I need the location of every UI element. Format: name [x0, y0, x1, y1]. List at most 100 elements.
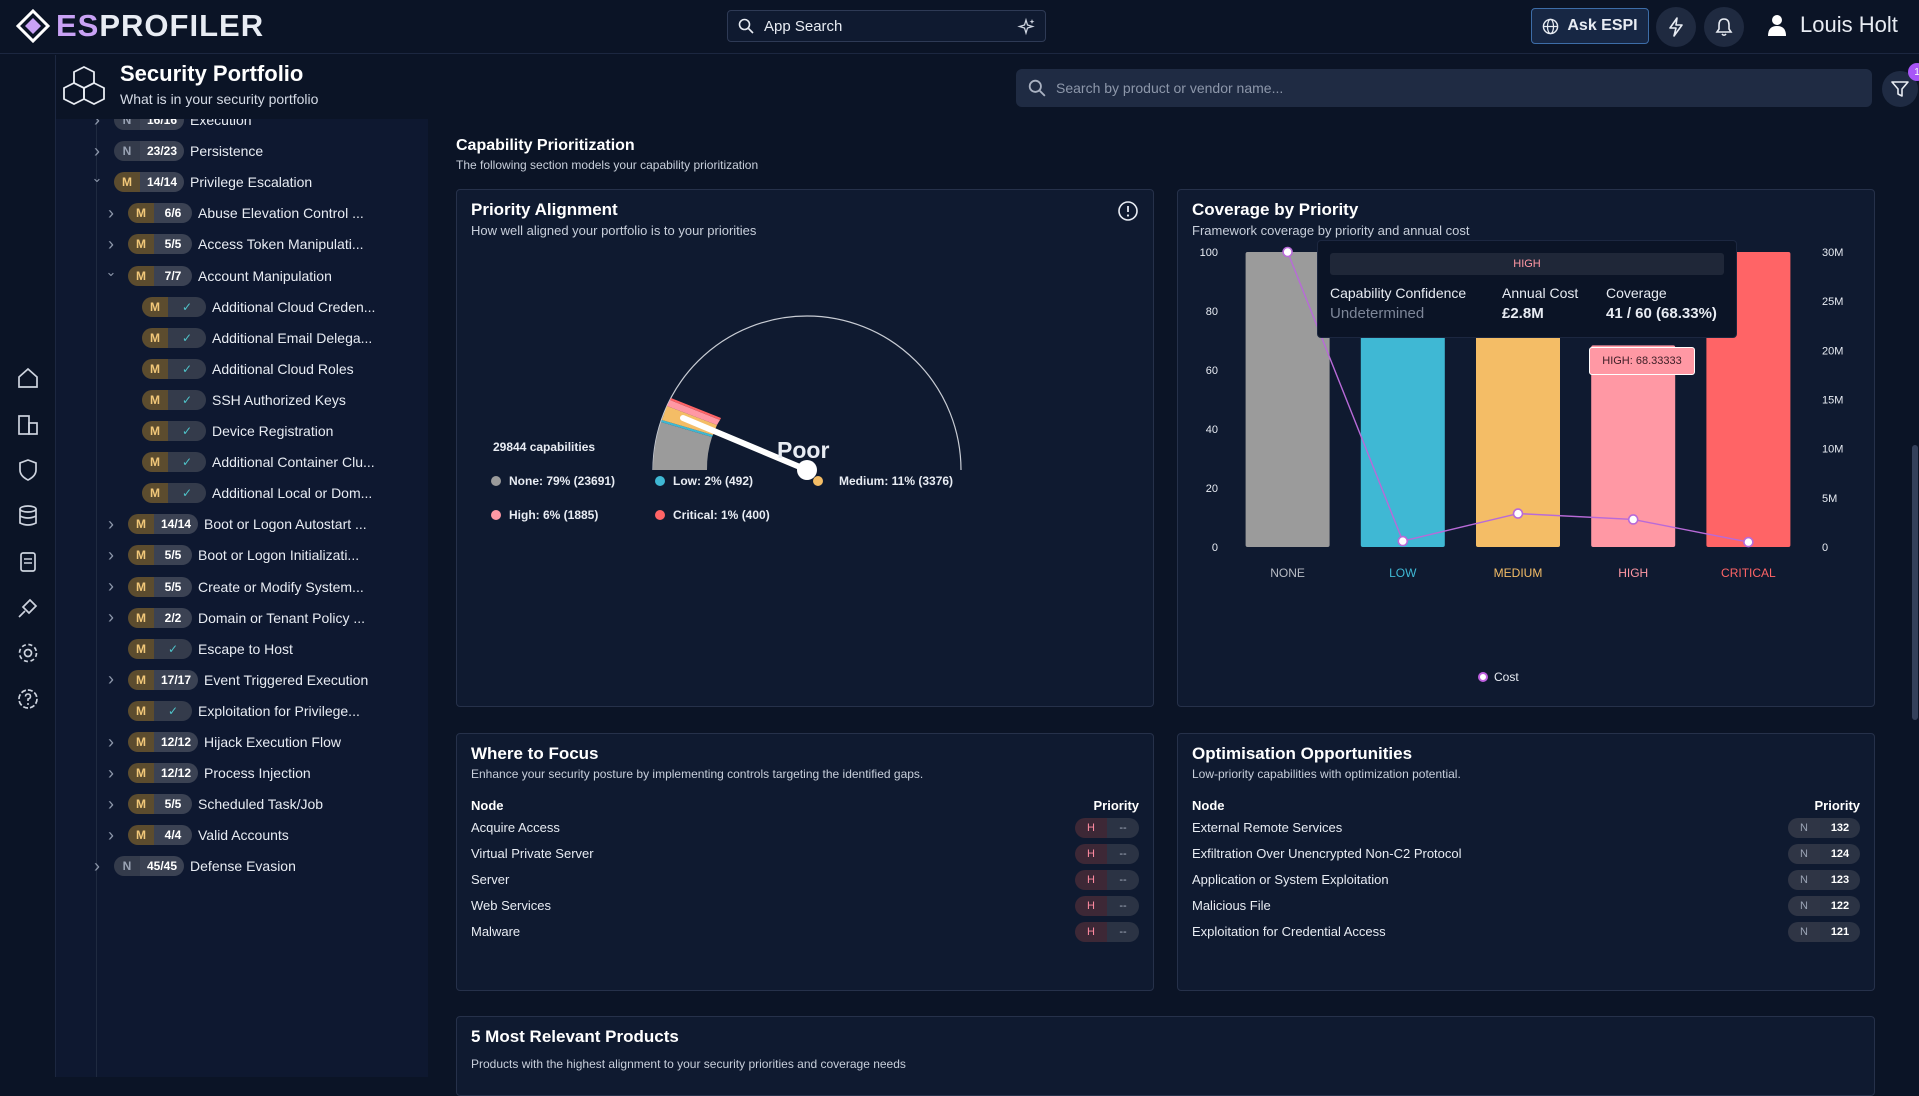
chevron-down-icon[interactable]: ⌄ — [105, 263, 117, 279]
tree-item[interactable]: › M 2/2 Domain or Tenant Policy ... — [104, 605, 365, 631]
chevron-right-icon[interactable]: › — [94, 119, 100, 130]
chevron-right-icon[interactable]: › — [108, 793, 114, 814]
tree-item[interactable]: M ✓ Additional Email Delega... — [118, 325, 372, 351]
tree-item[interactable]: › M 5/5 Create or Modify System... — [104, 574, 364, 600]
product-search-input[interactable]: Search by product or vendor name... — [1016, 69, 1872, 107]
tooltip-confidence-value: Undetermined — [1330, 305, 1425, 322]
chevron-right-icon[interactable]: › — [108, 731, 114, 752]
priority-letter: M — [128, 234, 154, 255]
chevron-right-icon[interactable]: › — [108, 669, 114, 690]
quick-actions-button[interactable] — [1656, 7, 1696, 47]
y2-tick-label: 10M — [1822, 444, 1843, 456]
user-menu[interactable]: Louis Holt — [1768, 12, 1898, 38]
tree-item[interactable]: ⌄ M 7/7 Account Manipulation — [104, 263, 332, 289]
chevron-right-icon[interactable]: › — [94, 855, 100, 876]
tree-item-label: Additional Email Delega... — [212, 329, 373, 346]
page-scrollbar[interactable] — [1912, 445, 1918, 720]
tree-item[interactable]: M ✓ Escape to Host — [104, 636, 293, 662]
chevron-right-icon[interactable]: › — [108, 513, 114, 534]
coverage-count: 5/5 — [154, 576, 192, 597]
coverage-count: 7/7 — [154, 265, 192, 286]
table-row-node[interactable]: Exploitation for Credential Access — [1192, 924, 1386, 939]
products-title: 5 Most Relevant Products — [471, 1027, 679, 1046]
focus-col-priority: Priority — [1093, 798, 1139, 813]
tree-item-label: Valid Accounts — [198, 827, 289, 844]
tree-item[interactable]: M ✓ Exploitation for Privilege... — [104, 698, 360, 724]
tree-item[interactable]: › M 14/14 Boot or Logon Autostart ... — [104, 511, 367, 537]
tree-item[interactable]: › N 23/23 Persistence — [90, 138, 263, 164]
tree-item-label: Event Triggered Execution — [204, 671, 369, 688]
priority-value: -- — [1107, 896, 1139, 916]
coverage-count: 5/5 — [154, 545, 192, 566]
sparkle-icon — [1017, 17, 1035, 36]
capability-tree: › N 16/16 Execution › N 23/23 Persistence ⌄ M 14/1… — [56, 119, 428, 1077]
table-row-node[interactable]: Web Services — [471, 898, 551, 913]
tree-item[interactable]: › M 6/6 Abuse Elevation Control ... — [104, 200, 364, 226]
notifications-button[interactable] — [1704, 7, 1744, 47]
coverage-count: 2/2 — [154, 607, 192, 628]
table-row-node[interactable]: Malicious File — [1192, 898, 1271, 913]
priority-value: -- — [1107, 818, 1139, 838]
table-row-node[interactable]: Application or System Exploitation — [1192, 872, 1389, 887]
table-row-node[interactable]: Malware — [471, 924, 521, 939]
chevron-right-icon[interactable]: › — [108, 576, 114, 596]
ask-espi-button[interactable]: Ask ESPI — [1531, 8, 1649, 44]
tree-item[interactable]: › M 17/17 Event Triggered Execution — [104, 667, 368, 693]
tree-item[interactable]: M ✓ Additional Local or Dom... — [118, 480, 372, 506]
coverage-count: 17/17 — [154, 669, 199, 690]
chevron-right-icon[interactable]: › — [94, 140, 100, 161]
tree-item[interactable]: › N 45/45 Defense Evasion — [90, 853, 296, 879]
tree-item[interactable]: ⌄ M 14/14 Privilege Escalation — [90, 169, 312, 195]
priority-letter: M — [128, 794, 154, 815]
buildings-icon[interactable] — [15, 412, 41, 438]
plug-icon[interactable] — [15, 595, 41, 621]
tree-item[interactable]: M ✓ Additional Container Clu... — [118, 449, 375, 475]
tree-item[interactable]: › N 16/16 Execution — [90, 119, 252, 133]
tree-item[interactable]: M ✓ SSH Authorized Keys — [118, 387, 346, 413]
chevron-right-icon[interactable]: › — [108, 762, 114, 783]
tree-item[interactable]: › M 5/5 Boot or Logon Initializati... — [104, 542, 359, 568]
table-row-node[interactable]: Acquire Access — [471, 820, 560, 835]
priority-letter: N — [1788, 870, 1820, 890]
tree-item[interactable]: › M 5/5 Access Token Manipulati... — [104, 231, 364, 257]
tree-item[interactable]: › M 12/12 Process Injection — [104, 760, 311, 786]
help-icon[interactable] — [15, 686, 41, 712]
relevant-products-card: 5 Most Relevant Products Products with t… — [456, 1016, 1875, 1096]
gear-icon[interactable] — [15, 640, 41, 666]
tree-item[interactable]: › M 12/12 Hijack Execution Flow — [104, 729, 341, 755]
bar-none — [1245, 252, 1330, 547]
tree-item-label: Execution — [190, 119, 252, 128]
database-icon[interactable] — [15, 503, 41, 529]
app-logo[interactable]: ES PROFILER — [16, 8, 264, 44]
table-row-node[interactable]: Virtual Private Server — [471, 846, 594, 861]
tree-item-label: Boot or Logon Initializati... — [198, 547, 360, 564]
tree-item[interactable]: M ✓ Additional Cloud Roles — [118, 356, 354, 382]
tooltip-cost-label: Annual Cost — [1502, 285, 1579, 301]
chevron-right-icon[interactable]: › — [108, 607, 114, 628]
chevron-right-icon[interactable]: › — [108, 824, 114, 845]
home-icon[interactable] — [15, 365, 41, 391]
chevron-down-icon[interactable]: ⌄ — [91, 170, 103, 186]
coverage-title: Coverage by Priority — [1192, 200, 1359, 219]
chevron-right-icon[interactable]: › — [108, 544, 114, 565]
priority-letter: N — [1788, 922, 1820, 942]
chevron-right-icon[interactable]: › — [108, 202, 114, 223]
tree-item[interactable]: › M 5/5 Scheduled Task/Job — [104, 791, 323, 817]
info-icon[interactable] — [1117, 200, 1139, 227]
chevron-right-icon[interactable]: › — [108, 233, 114, 254]
coverage-count: 5/5 — [154, 794, 192, 815]
tree-item-label: Account Manipulation — [198, 267, 332, 284]
tree-item[interactable]: › M 4/4 Valid Accounts — [104, 822, 289, 848]
tree-item-badge: M 4/4 — [128, 825, 192, 846]
table-row-node[interactable]: External Remote Services — [1192, 820, 1343, 835]
app-search[interactable]: App Search — [727, 10, 1046, 42]
y2-tick-label: 20M — [1822, 345, 1843, 357]
shield-icon[interactable] — [15, 457, 41, 483]
tree-item[interactable]: M ✓ Additional Cloud Creden... — [118, 294, 375, 320]
coverage-count: 6/6 — [154, 203, 192, 224]
table-row-node[interactable]: Server — [471, 872, 510, 887]
legend-none: None: 79% (23691) — [491, 474, 615, 488]
document-icon[interactable] — [15, 549, 41, 575]
tree-item[interactable]: M ✓ Device Registration — [118, 418, 333, 444]
table-row-node[interactable]: Exfiltration Over Unencrypted Non-C2 Pro… — [1192, 846, 1462, 861]
